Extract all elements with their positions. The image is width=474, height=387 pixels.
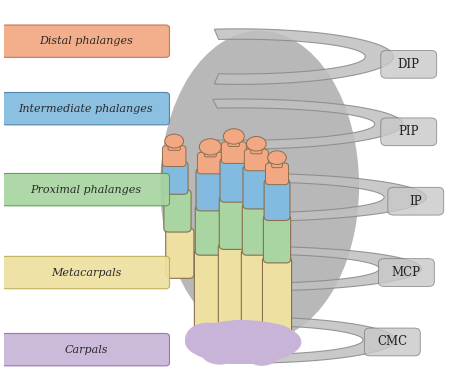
Ellipse shape: [218, 320, 260, 354]
FancyBboxPatch shape: [2, 25, 170, 57]
Text: Carpals: Carpals: [64, 345, 108, 354]
Text: IP: IP: [410, 195, 422, 208]
Polygon shape: [220, 173, 426, 221]
FancyBboxPatch shape: [221, 142, 246, 163]
Text: MCP: MCP: [392, 266, 421, 279]
FancyBboxPatch shape: [219, 196, 248, 249]
Polygon shape: [214, 29, 393, 84]
Text: Distal phalanges: Distal phalanges: [39, 36, 133, 46]
FancyBboxPatch shape: [163, 146, 186, 166]
FancyBboxPatch shape: [196, 168, 225, 211]
FancyBboxPatch shape: [272, 156, 283, 168]
FancyBboxPatch shape: [388, 187, 444, 215]
Ellipse shape: [161, 32, 358, 340]
Ellipse shape: [223, 129, 244, 144]
Ellipse shape: [200, 139, 221, 155]
Ellipse shape: [165, 134, 183, 148]
FancyBboxPatch shape: [265, 163, 289, 185]
FancyBboxPatch shape: [381, 50, 437, 78]
FancyBboxPatch shape: [378, 259, 434, 286]
FancyBboxPatch shape: [228, 135, 239, 146]
Text: CMC: CMC: [377, 336, 407, 348]
Ellipse shape: [268, 151, 286, 164]
Text: DIP: DIP: [398, 58, 420, 71]
FancyBboxPatch shape: [166, 228, 194, 278]
Text: Metacarpals: Metacarpals: [51, 267, 121, 277]
FancyBboxPatch shape: [2, 173, 170, 206]
FancyBboxPatch shape: [365, 328, 420, 356]
Ellipse shape: [246, 137, 266, 151]
FancyBboxPatch shape: [194, 249, 226, 330]
FancyBboxPatch shape: [220, 158, 248, 202]
Ellipse shape: [245, 340, 280, 365]
FancyBboxPatch shape: [2, 92, 170, 125]
Text: PIP: PIP: [399, 125, 419, 138]
Text: Proximal phalanges: Proximal phalanges: [30, 185, 141, 195]
FancyBboxPatch shape: [242, 203, 271, 255]
Ellipse shape: [255, 325, 295, 355]
FancyBboxPatch shape: [168, 140, 180, 150]
Polygon shape: [222, 317, 396, 363]
FancyBboxPatch shape: [2, 334, 170, 366]
FancyBboxPatch shape: [243, 165, 270, 209]
Ellipse shape: [186, 321, 301, 363]
FancyBboxPatch shape: [162, 161, 188, 194]
FancyBboxPatch shape: [2, 256, 170, 289]
Text: Intermediate phalanges: Intermediate phalanges: [18, 104, 153, 114]
Polygon shape: [221, 247, 422, 291]
Polygon shape: [213, 99, 403, 149]
FancyBboxPatch shape: [245, 149, 268, 171]
FancyBboxPatch shape: [264, 215, 291, 263]
FancyBboxPatch shape: [251, 142, 262, 154]
FancyBboxPatch shape: [204, 145, 216, 157]
Ellipse shape: [227, 338, 260, 361]
FancyBboxPatch shape: [195, 205, 225, 255]
FancyBboxPatch shape: [264, 179, 290, 221]
Ellipse shape: [186, 323, 230, 354]
FancyBboxPatch shape: [263, 257, 292, 334]
Ellipse shape: [201, 339, 238, 364]
FancyBboxPatch shape: [381, 118, 437, 146]
FancyBboxPatch shape: [241, 249, 272, 327]
FancyBboxPatch shape: [219, 244, 249, 325]
FancyBboxPatch shape: [164, 190, 191, 232]
FancyBboxPatch shape: [198, 152, 223, 174]
